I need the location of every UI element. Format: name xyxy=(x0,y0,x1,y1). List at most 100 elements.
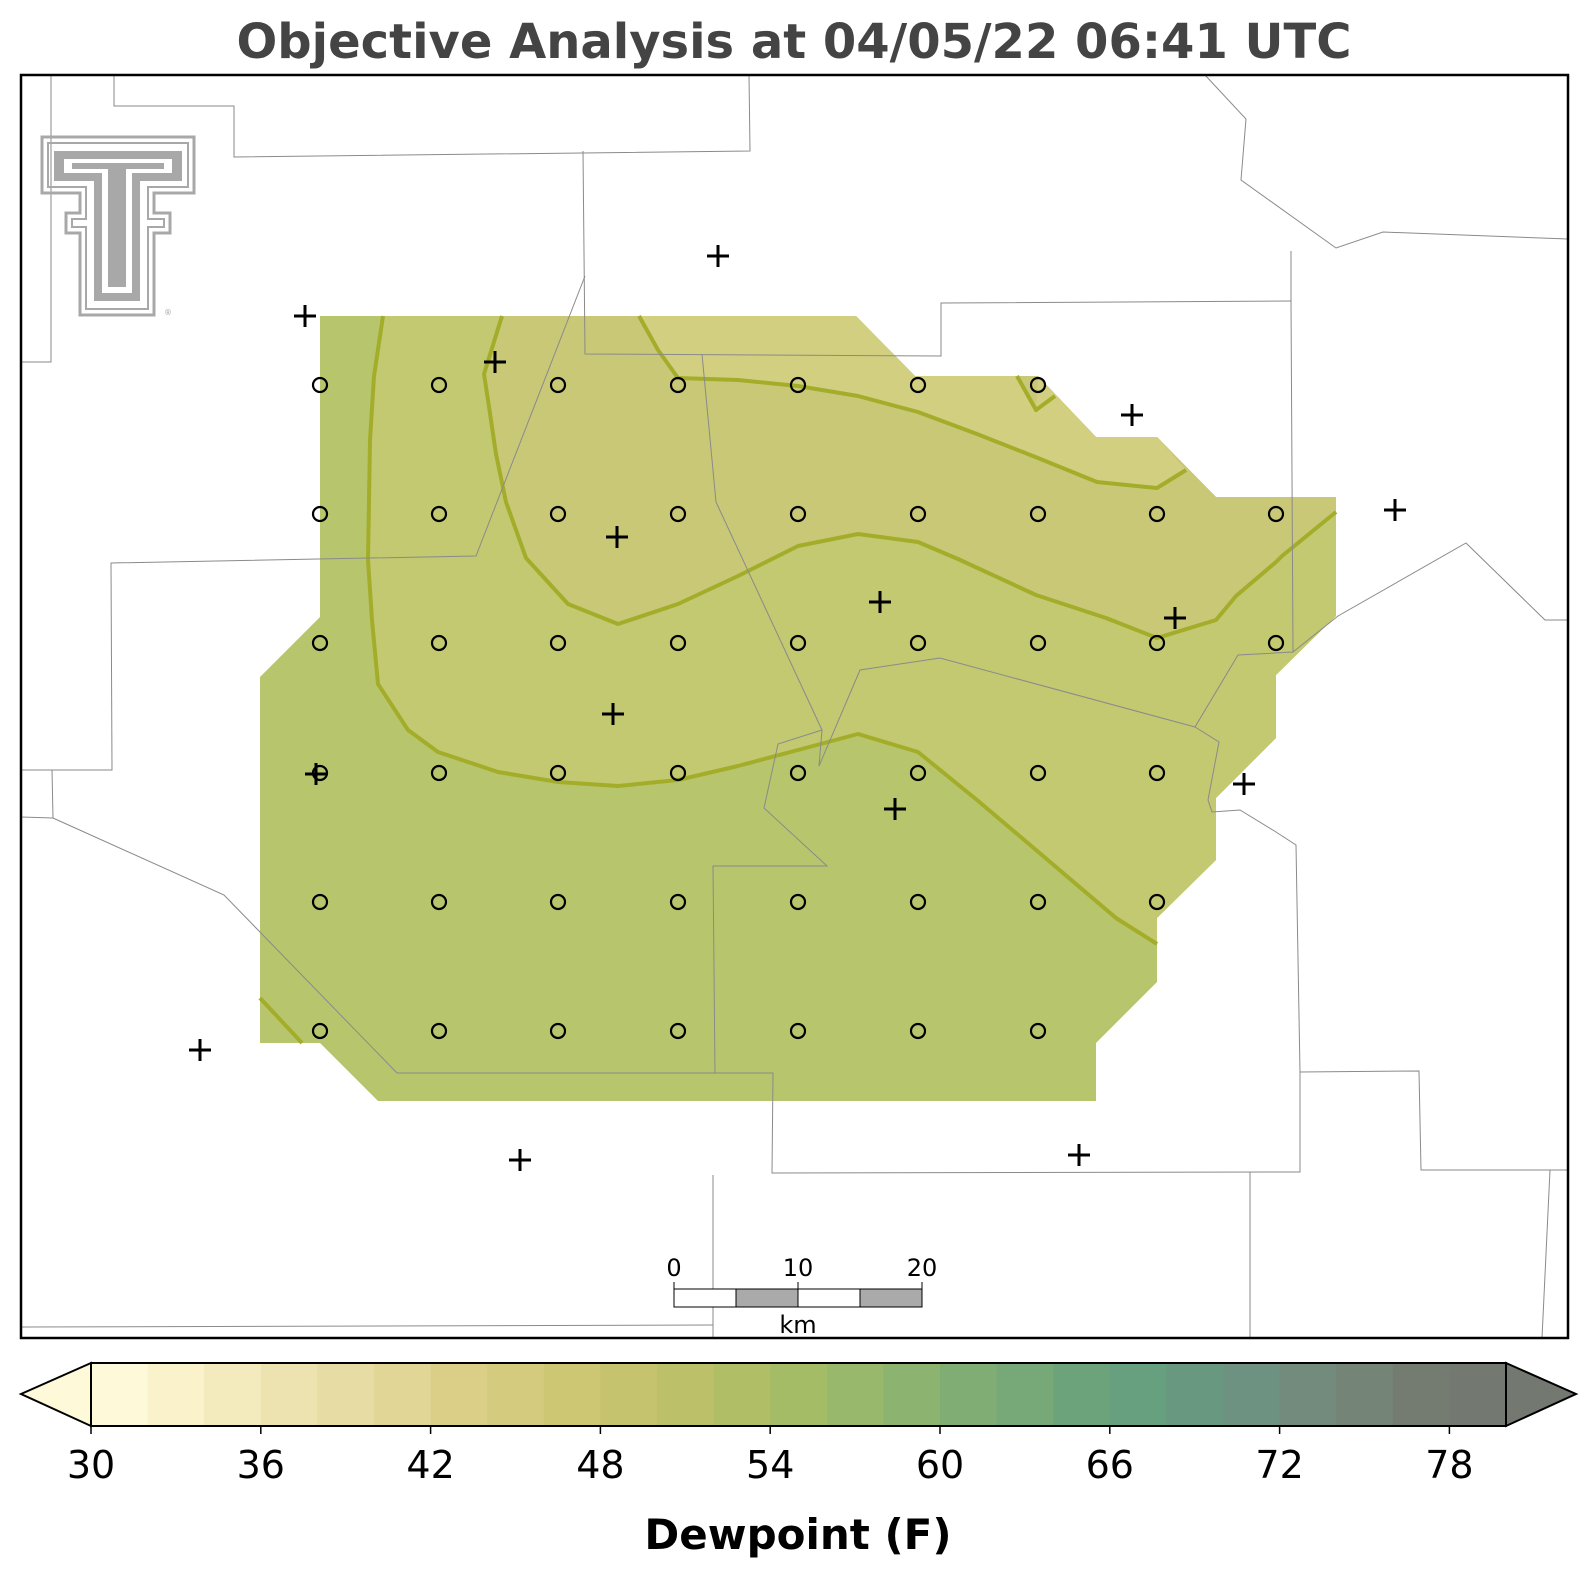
grid-point-marker xyxy=(669,376,687,394)
station-marker xyxy=(707,245,729,267)
colorbar-label: Dewpoint (F) xyxy=(644,1510,951,1559)
dewpoint-fill-48-50 xyxy=(484,316,1336,638)
grid-point-marker xyxy=(549,1022,567,1040)
colorbar-tick-label: 54 xyxy=(746,1443,794,1487)
scale-bar: 0 10 20 km xyxy=(666,1254,938,1338)
grid-point-marker xyxy=(909,764,927,782)
colorbar-bin xyxy=(1223,1363,1281,1426)
colorbar-bin xyxy=(883,1363,941,1426)
grid-point-marker xyxy=(789,1022,807,1040)
county-boundaries xyxy=(21,75,1568,1338)
grid-point-marker xyxy=(1148,505,1166,523)
colorbar-tick-label: 78 xyxy=(1425,1443,1473,1487)
grid-point-marker xyxy=(430,764,448,782)
station-marker xyxy=(305,763,327,785)
station-marker xyxy=(509,1149,531,1171)
colorbar-bin xyxy=(600,1363,658,1426)
colorbar: 30 36 42 48 54 60 66 72 78 Dewpoint (F) xyxy=(18,1361,1579,1559)
map-frame xyxy=(19,73,1570,1340)
grid-point-marker xyxy=(909,505,927,523)
grid-point-marker xyxy=(789,634,807,652)
colorbar-bin xyxy=(543,1363,601,1426)
colorbar-bin xyxy=(91,1363,149,1426)
grid-point-marker xyxy=(1029,376,1047,394)
grid-point-marker xyxy=(789,376,807,394)
colorbar-tick-label: 66 xyxy=(1086,1443,1134,1487)
grid-point-marker xyxy=(909,376,927,394)
observation-stations xyxy=(189,245,1406,1171)
grid-point-marker xyxy=(1029,893,1047,911)
grid-point-marker xyxy=(1148,764,1166,782)
scale-label-10: 10 xyxy=(783,1254,814,1282)
colorbar-bin xyxy=(260,1363,318,1426)
svg-text:®: ® xyxy=(164,308,172,317)
contour-line-48 xyxy=(482,315,1338,640)
grid-point-marker xyxy=(789,893,807,911)
grid-point-marker xyxy=(549,376,567,394)
colorbar-bin xyxy=(1449,1363,1507,1426)
colorbar-bin xyxy=(1392,1363,1450,1426)
colorbar-tick-label: 72 xyxy=(1255,1443,1303,1487)
grid-point-marker xyxy=(669,893,687,911)
contour-line-50 xyxy=(366,315,1159,946)
station-marker xyxy=(606,526,628,548)
colorbar-tick-label: 36 xyxy=(237,1443,285,1487)
station-marker xyxy=(294,305,316,327)
grid-point-marker xyxy=(1148,893,1166,911)
colorbar-bin xyxy=(1279,1363,1337,1426)
colorbar-tick-label: 42 xyxy=(406,1443,454,1487)
colorbar-bin xyxy=(996,1363,1054,1426)
grid-point-marker xyxy=(909,634,927,652)
grid-point-marker xyxy=(1029,764,1047,782)
colorbar-bin xyxy=(147,1363,205,1426)
colorbar-under-arrow xyxy=(18,1361,92,1428)
grid-point-marker xyxy=(1029,505,1047,523)
colorbar-bin xyxy=(940,1363,998,1426)
texas-tech-logo-icon: ® xyxy=(40,135,196,317)
grid-point-marker xyxy=(1029,1022,1047,1040)
colorbar-bin xyxy=(1336,1363,1394,1426)
grid-point-marker xyxy=(430,634,448,652)
colorbar-bin xyxy=(657,1363,715,1426)
map-title: Objective Analysis at 04/05/22 06:41 UTC xyxy=(237,14,1352,70)
station-marker xyxy=(884,798,906,820)
grid-point-marker xyxy=(789,764,807,782)
colorbar-bin xyxy=(487,1363,545,1426)
colorbar-tick-label: 30 xyxy=(67,1443,115,1487)
colorbar-bin xyxy=(1166,1363,1224,1426)
grid-point-marker xyxy=(549,893,567,911)
grid-point-marker xyxy=(669,764,687,782)
grid-point-marker xyxy=(669,1022,687,1040)
grid-point-marker xyxy=(311,505,329,523)
colorbar-bin xyxy=(770,1363,828,1426)
colorbar-bin xyxy=(826,1363,884,1426)
station-marker xyxy=(869,591,891,613)
grid-point-marker xyxy=(1148,634,1166,652)
grid-point-marker xyxy=(549,505,567,523)
colorbar-over-arrow xyxy=(1505,1361,1579,1428)
station-marker xyxy=(189,1039,211,1061)
colorbar-bin xyxy=(317,1363,375,1426)
grid-point-marker xyxy=(669,505,687,523)
grid-point-marker xyxy=(789,505,807,523)
scale-label-20: 20 xyxy=(907,1254,938,1282)
scale-label-0: 0 xyxy=(666,1254,681,1282)
dewpoint-fill-46-48 xyxy=(639,316,1186,488)
station-marker xyxy=(602,703,624,725)
colorbar-bin xyxy=(204,1363,262,1426)
grid-point-marker xyxy=(311,893,329,911)
grid-point-marker xyxy=(311,376,329,394)
station-marker xyxy=(484,351,506,373)
colorbar-bin xyxy=(713,1363,771,1426)
analysis-grid-points xyxy=(311,376,1285,1040)
grid-point-marker xyxy=(909,1022,927,1040)
map-panel: ® 0 10 20 km xyxy=(21,75,1568,1338)
grid-point-marker xyxy=(430,505,448,523)
grid-point-marker xyxy=(311,634,329,652)
grid-point-marker xyxy=(669,634,687,652)
station-marker xyxy=(1384,499,1406,521)
colorbar-tick-label: 60 xyxy=(916,1443,964,1487)
grid-point-marker xyxy=(430,893,448,911)
grid-point-marker xyxy=(311,1022,329,1040)
